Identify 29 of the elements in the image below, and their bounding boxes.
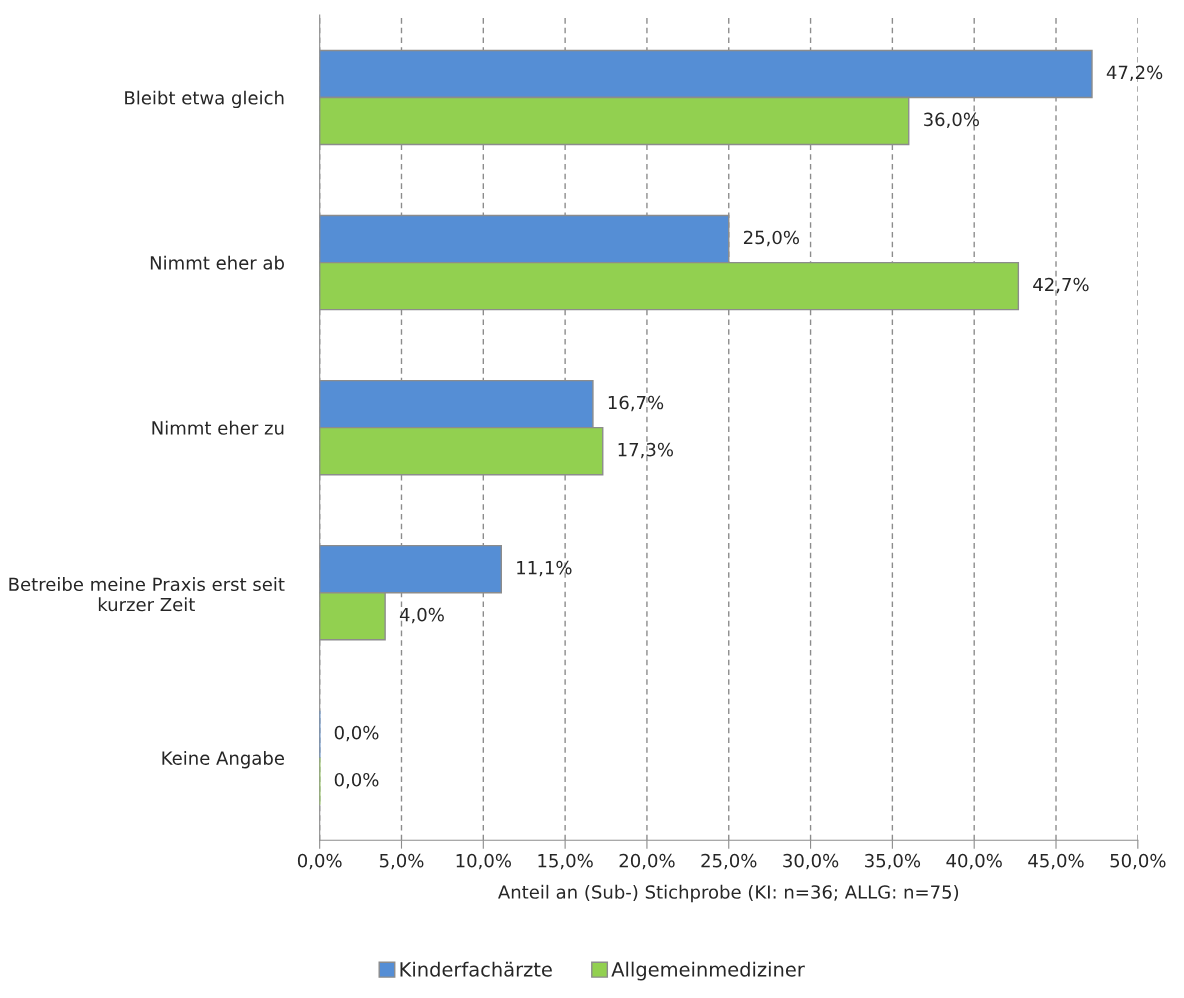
data-label: 36,0%	[924, 112, 979, 129]
data-label: 0,0%	[334, 725, 379, 742]
x-tick-label: 30,0%	[783, 853, 839, 870]
x-tick-label: 45,0%	[1028, 853, 1084, 870]
y-tick-label: Betreibe meine Praxis erst seit kurzer Zeit	[9, 577, 285, 612]
data-label: 42,7%	[1033, 277, 1089, 294]
x-tick-label: 20,0%	[619, 853, 675, 870]
x-tick-label: 50,0%	[1110, 853, 1166, 870]
y-tick-label: Keine Angabe	[162, 750, 284, 769]
y-tick-label: Nimmt eher ab	[150, 255, 284, 270]
x-tick-label: 10,0%	[456, 853, 511, 870]
data-label: 16,7%	[608, 395, 664, 412]
data-label: 17,3%	[618, 442, 674, 459]
data-label: 11,1%	[517, 560, 572, 577]
x-tick-label: 35,0%	[865, 853, 921, 870]
y-tick-label: Bleibt etwa gleich	[125, 90, 284, 109]
x-tick-label: 40,0%	[946, 853, 1002, 870]
x-tick-label: 25,0%	[701, 853, 757, 870]
y-tick-label: Nimmt eher zu	[152, 420, 284, 435]
x-tick-label: 5,0%	[379, 853, 424, 870]
data-label: 0,0%	[334, 772, 379, 789]
data-label: 25,0%	[743, 230, 799, 247]
data-label: 47,2%	[1106, 65, 1163, 82]
x-axis-title: Anteil an (Sub-) Stichprobe (KI: n=36; ALLG: n=75)	[498, 884, 959, 903]
x-tick-label: 0,0%	[297, 853, 342, 870]
legend-label: Allgemeinmediziner	[611, 961, 805, 981]
legend-label: Kinderfachärzte	[400, 961, 552, 977]
data-label: 4,0%	[399, 607, 444, 624]
x-tick-label: 15,0%	[538, 853, 593, 870]
